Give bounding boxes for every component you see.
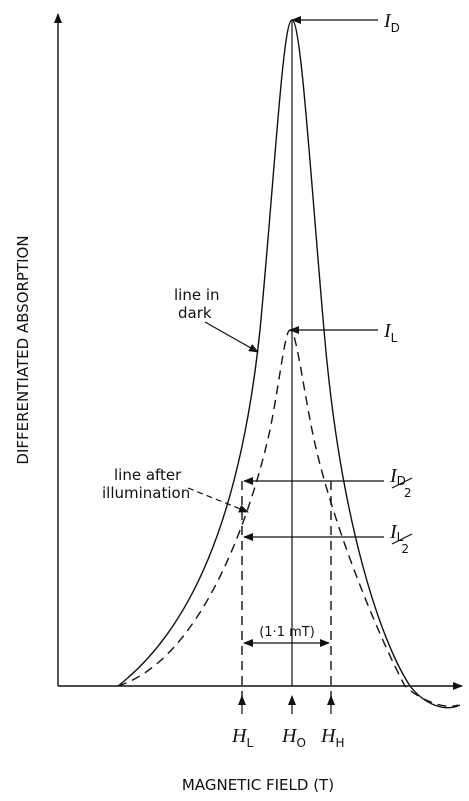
field-label: HL [231, 725, 253, 750]
annotation: dark [178, 304, 212, 322]
symbol: I [389, 521, 398, 543]
field-label: HO [281, 725, 306, 750]
leader-arrow [187, 487, 249, 513]
symbol: H [231, 725, 248, 747]
annotation: illumination [102, 484, 190, 502]
symbol: I [389, 465, 398, 487]
subscript: D [397, 474, 406, 488]
symbol: H [281, 725, 298, 747]
level-label: ID 2 [389, 465, 412, 500]
y-axis-label: DIFFERENTIATED ABSORPTION [14, 235, 32, 464]
symbol: H [320, 725, 337, 747]
field-label: HH [320, 725, 344, 750]
fraction-bar [391, 477, 413, 489]
subscript: L [391, 331, 398, 345]
dark-curve [117, 19, 461, 709]
subscript: L [397, 530, 404, 544]
illuminated-curve [117, 329, 459, 707]
annotation: line in [174, 286, 220, 304]
leader-arrow [204, 321, 259, 353]
subscript: L [246, 736, 253, 750]
symbol: I [383, 320, 392, 342]
width-label: (1·1 mT) [259, 625, 315, 640]
denominator: 2 [404, 486, 412, 500]
annotation: line after [114, 466, 182, 484]
fraction-bar [391, 533, 413, 545]
symbol: I [383, 10, 392, 32]
subscript: O [296, 736, 305, 750]
denominator: 2 [401, 542, 409, 556]
level-label: IL 2 [389, 521, 409, 556]
x-axis-label: MAGNETIC FIELD (T) [182, 776, 334, 794]
subscript: D [391, 21, 400, 35]
level-label: IL [383, 320, 398, 345]
subscript: H [335, 736, 344, 750]
level-label: ID [383, 10, 400, 35]
